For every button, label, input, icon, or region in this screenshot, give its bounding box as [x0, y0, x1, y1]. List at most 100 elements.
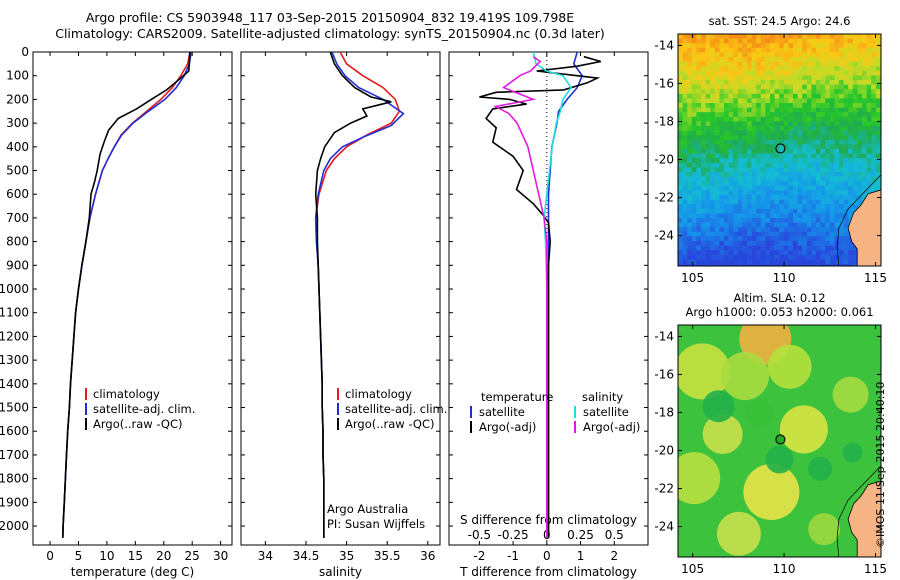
sst-cell — [848, 250, 854, 256]
x-tick-label: 10 — [99, 549, 114, 563]
sst-cell — [701, 213, 706, 219]
sst-cell — [678, 218, 683, 223]
sst-cell — [682, 204, 688, 210]
sst-cell — [747, 38, 752, 44]
sst-cell — [834, 218, 840, 223]
x-tick-label: 35 — [339, 549, 354, 563]
sst-cell — [724, 222, 729, 228]
sst-cell — [857, 167, 863, 173]
sst-cell — [756, 139, 762, 145]
sst-cell — [682, 103, 688, 108]
sst-cell — [802, 57, 808, 62]
sst-cell — [774, 213, 780, 219]
sst-cell — [747, 208, 752, 214]
sst-cell — [733, 204, 739, 210]
sst-cell — [779, 199, 785, 205]
sst-cell — [682, 43, 688, 49]
sst-cell — [829, 241, 835, 246]
sst-cell — [719, 84, 725, 90]
sst-cell — [747, 231, 752, 237]
sst-cell — [751, 38, 757, 44]
sst-cell — [696, 149, 702, 154]
sst-cell — [760, 144, 766, 150]
sst-cell — [825, 70, 831, 76]
sst-cell — [816, 38, 821, 44]
sst-cell — [802, 126, 808, 131]
sst-cell — [866, 130, 872, 136]
sst-cell — [728, 66, 734, 72]
sst-cell — [852, 112, 858, 118]
sst-cell — [691, 162, 697, 168]
sst-cell — [783, 264, 789, 266]
sst-cell — [806, 43, 812, 49]
sst-cell — [862, 135, 867, 141]
sst-cell — [848, 93, 854, 99]
sst-cell — [760, 259, 766, 265]
sst-cell — [733, 195, 739, 200]
sst-cell — [829, 149, 835, 154]
sst-cell — [760, 70, 766, 76]
sst-cell — [834, 103, 840, 108]
sst-cell — [742, 250, 748, 256]
sst-cell — [839, 61, 844, 67]
sst-cell — [788, 66, 794, 72]
sst-cell — [783, 112, 789, 118]
sst-cell — [802, 84, 808, 90]
sst-cell — [691, 57, 697, 62]
sst-cell — [857, 57, 863, 62]
sst-cell — [816, 52, 821, 58]
sst-cell — [848, 38, 854, 44]
sst-cell — [875, 167, 881, 173]
sst-cell — [747, 75, 752, 81]
legend-label: climatology — [93, 387, 160, 401]
sst-cell — [825, 250, 831, 256]
sst-cell — [687, 34, 693, 39]
sst-cell — [737, 245, 743, 251]
sst-cell — [843, 144, 849, 150]
sst-cell — [820, 185, 826, 191]
sst-cell — [811, 52, 817, 58]
sst-cell — [783, 236, 789, 242]
sst-cell — [733, 75, 739, 81]
sst-cell — [751, 144, 757, 150]
sst-cell — [843, 38, 849, 44]
sst-cell — [737, 213, 743, 219]
sst-cell — [770, 57, 775, 62]
sst-cell — [765, 254, 771, 260]
sst-cell — [691, 236, 697, 242]
sst-cell — [852, 43, 858, 49]
sst-cell — [710, 153, 716, 159]
sst-cell — [765, 43, 771, 49]
sst-cell — [802, 144, 808, 150]
sst-cell — [779, 213, 785, 219]
sst-cell — [862, 149, 867, 154]
sst-cell — [696, 259, 702, 265]
sst-cell — [687, 236, 693, 242]
sst-cell — [760, 245, 766, 251]
sst-cell — [788, 199, 794, 205]
sst-cell — [714, 172, 720, 177]
sst-cell — [848, 70, 854, 76]
sla-blob — [767, 344, 812, 389]
sst-cell — [714, 250, 720, 256]
sst-cell — [811, 181, 817, 187]
sst-cell — [866, 181, 872, 187]
sst-cell — [802, 103, 808, 108]
sst-cell — [848, 61, 854, 67]
sst-cell — [687, 185, 693, 191]
sst-cell — [875, 61, 881, 67]
sst-cell — [797, 121, 803, 127]
sst-cell — [825, 264, 831, 266]
depth-tick-label: 700 — [6, 211, 29, 225]
sst-cell — [802, 135, 808, 141]
sst-cell — [811, 116, 817, 122]
sst-cell — [788, 93, 794, 99]
sst-cell — [848, 66, 854, 72]
sst-cell — [834, 176, 840, 182]
sst-cell — [719, 98, 725, 104]
sst-cell — [710, 259, 716, 265]
sst-cell — [770, 176, 775, 182]
sst-cell — [696, 231, 702, 237]
sst-cell — [857, 121, 863, 127]
sst-cell — [875, 130, 881, 136]
